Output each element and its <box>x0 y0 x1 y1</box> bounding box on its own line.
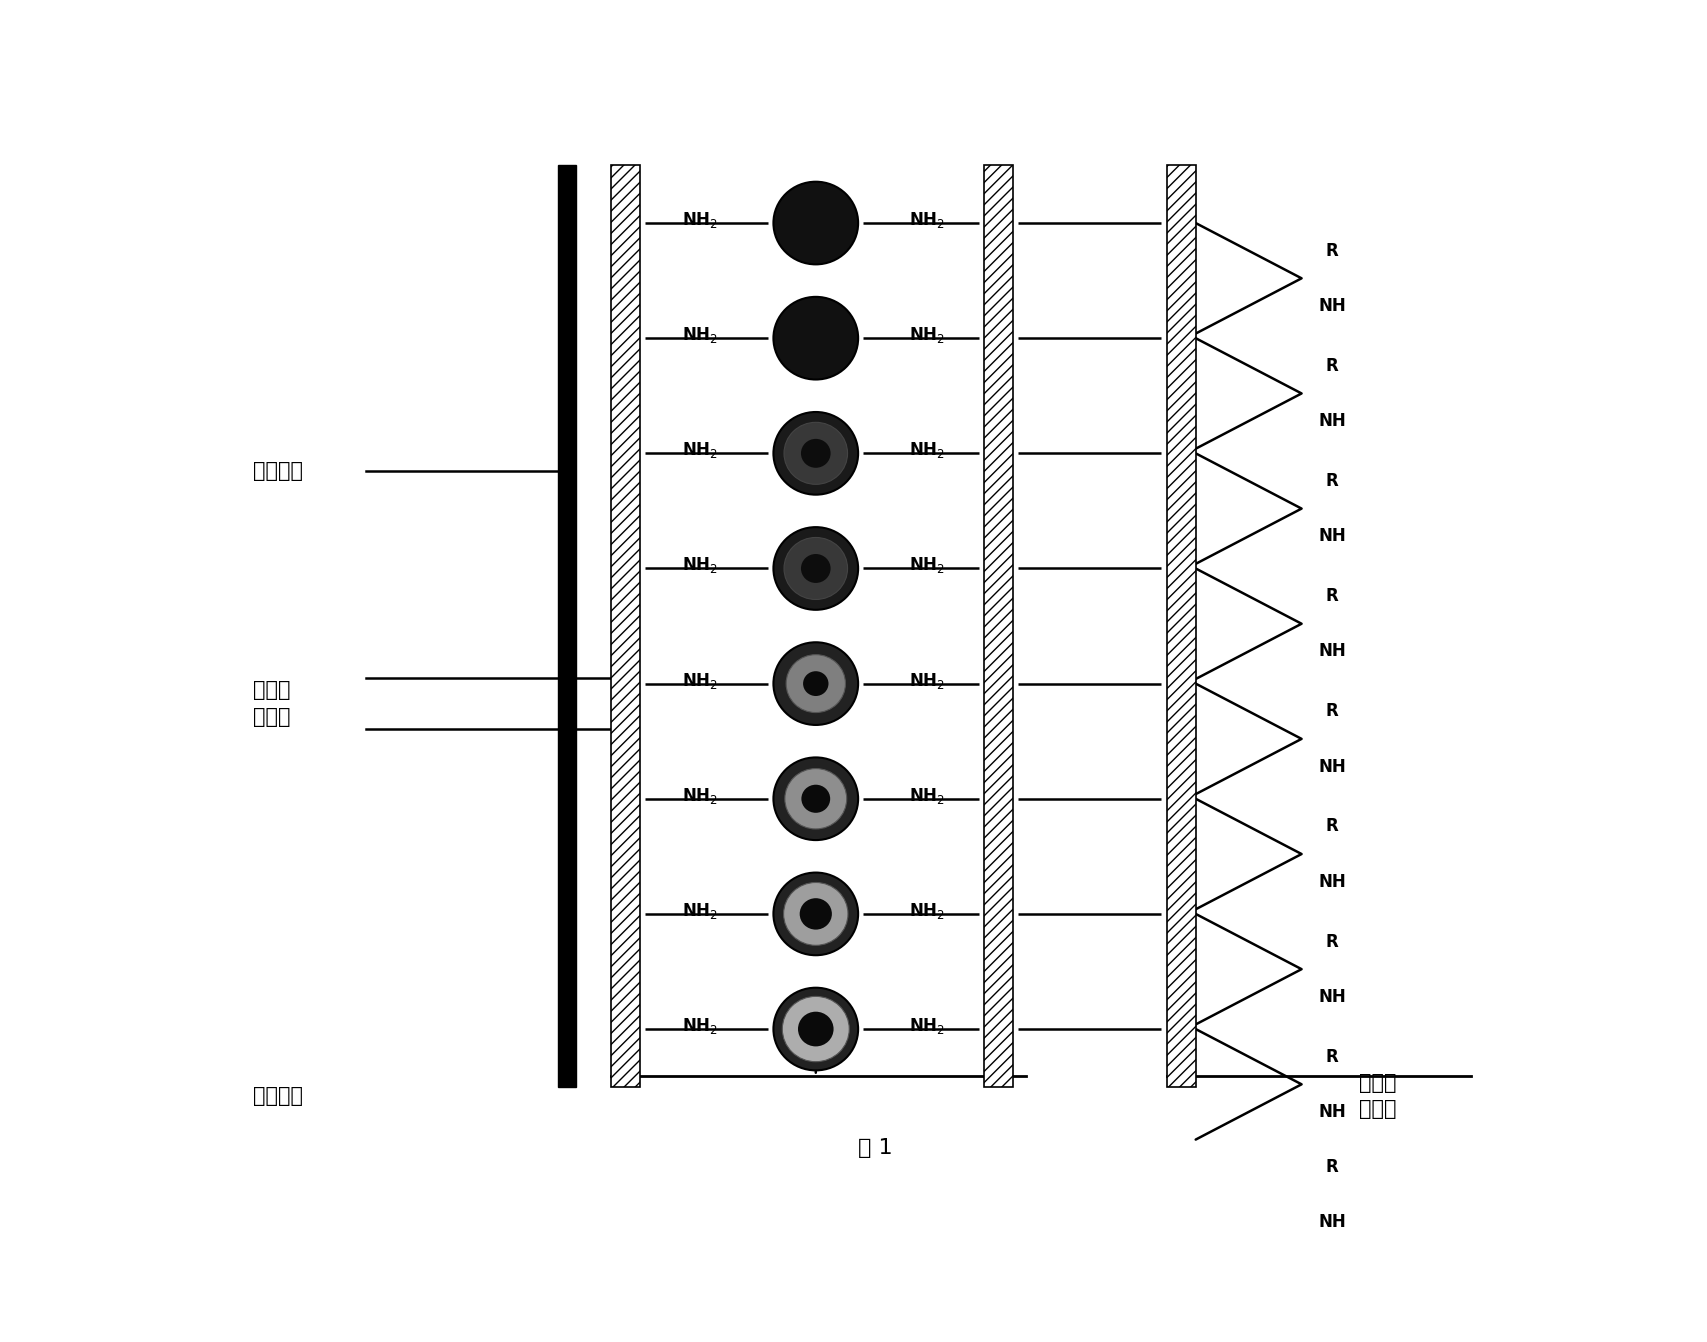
Ellipse shape <box>773 988 857 1071</box>
Ellipse shape <box>773 643 857 725</box>
Ellipse shape <box>773 297 857 380</box>
Text: NH$_2$: NH$_2$ <box>681 671 717 691</box>
Ellipse shape <box>784 423 847 484</box>
Text: R: R <box>1325 1158 1337 1176</box>
Text: 纳米金层: 纳米金层 <box>253 1086 304 1106</box>
Text: NH: NH <box>1318 757 1345 776</box>
Text: NH: NH <box>1318 872 1345 891</box>
Text: NH: NH <box>1318 527 1345 545</box>
Ellipse shape <box>797 1012 833 1047</box>
Ellipse shape <box>801 554 830 582</box>
Text: NH$_2$: NH$_2$ <box>908 325 944 345</box>
Ellipse shape <box>785 655 845 713</box>
Ellipse shape <box>773 527 857 609</box>
Text: R: R <box>1325 817 1337 835</box>
Bar <box>611 165 640 1087</box>
Text: NH$_2$: NH$_2$ <box>681 785 717 805</box>
Text: NH$_2$: NH$_2$ <box>908 556 944 576</box>
Ellipse shape <box>773 757 857 840</box>
Text: 图 1: 图 1 <box>857 1138 893 1158</box>
Text: 玻碘电极: 玻碘电极 <box>253 462 304 480</box>
Ellipse shape <box>801 439 830 468</box>
Ellipse shape <box>801 785 830 813</box>
Ellipse shape <box>802 671 828 696</box>
Text: NH$_2$: NH$_2$ <box>908 209 944 229</box>
Bar <box>1166 165 1195 1087</box>
Text: NH$_2$: NH$_2$ <box>908 440 944 460</box>
Text: NH: NH <box>1318 1213 1345 1232</box>
Text: R: R <box>1325 933 1337 950</box>
Bar <box>983 165 1012 1087</box>
Bar <box>556 165 575 1087</box>
Ellipse shape <box>773 181 857 264</box>
Text: R: R <box>1325 357 1337 374</box>
Text: R: R <box>1325 1048 1337 1066</box>
Ellipse shape <box>784 537 847 600</box>
Ellipse shape <box>784 883 847 945</box>
Text: R: R <box>1325 472 1337 490</box>
Text: NH$_2$: NH$_2$ <box>908 671 944 691</box>
Text: R: R <box>1325 702 1337 721</box>
Text: NH$_2$: NH$_2$ <box>681 325 717 345</box>
Ellipse shape <box>799 898 831 930</box>
Ellipse shape <box>782 996 848 1062</box>
Text: NH: NH <box>1318 412 1345 429</box>
Ellipse shape <box>773 412 857 495</box>
Text: NH$_2$: NH$_2$ <box>908 1016 944 1036</box>
Text: NH$_2$: NH$_2$ <box>681 556 717 576</box>
Text: NH$_2$: NH$_2$ <box>681 209 717 229</box>
Text: NH: NH <box>1318 1103 1345 1121</box>
Text: 聚乙烯
亚胺层: 聚乙烯 亚胺层 <box>253 680 290 727</box>
Ellipse shape <box>773 872 857 956</box>
Text: 聚乙烯
亚胺层: 聚乙烯 亚胺层 <box>1357 1074 1395 1119</box>
Text: NH: NH <box>1318 988 1345 1005</box>
Ellipse shape <box>785 769 847 829</box>
Text: NH$_2$: NH$_2$ <box>908 785 944 805</box>
Text: NH$_2$: NH$_2$ <box>681 440 717 460</box>
Text: R: R <box>1325 586 1337 605</box>
Text: NH$_2$: NH$_2$ <box>681 900 717 921</box>
Text: NH: NH <box>1318 643 1345 660</box>
Text: NH$_2$: NH$_2$ <box>908 900 944 921</box>
Text: NH$_2$: NH$_2$ <box>681 1016 717 1036</box>
Text: R: R <box>1325 242 1337 259</box>
Text: NH: NH <box>1318 297 1345 315</box>
